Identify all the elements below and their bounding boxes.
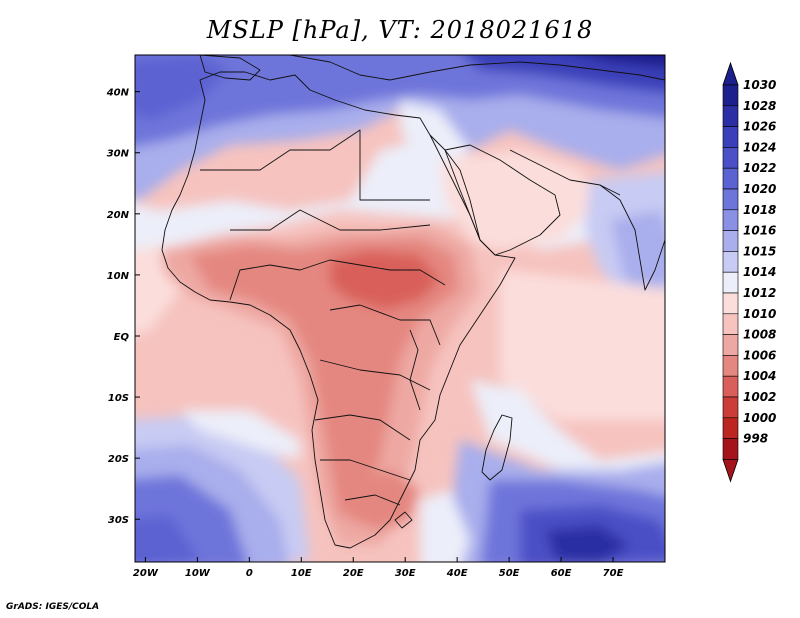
colorbar-swatch <box>722 147 739 169</box>
colorbar-swatch <box>722 188 739 211</box>
colorbar: 1030 1028 1026 1024 1022 1020 1018 1016 1015 1014… <box>722 61 776 483</box>
colorbar-label: 1024 <box>743 140 776 154</box>
chart-title: MSLP [hPa], VT: 2018021618 <box>206 16 594 44</box>
colorbar-extend-bottom <box>722 458 739 483</box>
colorbar-swatch <box>722 251 739 273</box>
colorbar-label: 1014 <box>743 265 776 279</box>
x-tick-label: 30E <box>395 568 416 579</box>
colorbar-label: 1015 <box>743 244 776 258</box>
plot-frame <box>134 54 666 563</box>
colorbar-swatch <box>722 313 739 335</box>
colorbar-swatch <box>722 438 739 460</box>
colorbar-swatch <box>722 417 739 439</box>
x-tick-label: 20E <box>343 568 364 579</box>
x-tick-label: 10W <box>185 568 211 579</box>
colorbar-label: 1018 <box>743 203 776 217</box>
colorbar-label: 1006 <box>743 348 776 362</box>
y-tick-label: 20N <box>107 210 130 221</box>
x-axis-ticks: 20W 10W 0 10E 20E 30E 40E 50E 60E 70E <box>133 557 624 579</box>
colorbar-label: 1012 <box>743 286 776 300</box>
colorbar-swatch <box>722 292 739 315</box>
colorbar-swatch <box>722 396 739 419</box>
colorbar-swatch <box>722 84 739 107</box>
colorbar-label: 998 <box>743 432 768 446</box>
grads-credit: GrADS: IGES/COLA <box>6 602 100 612</box>
colorbar-label: 1002 <box>743 390 776 404</box>
colorbar-swatch <box>722 355 739 377</box>
x-tick-label: 50E <box>499 568 520 579</box>
y-tick-label: 20S <box>108 454 129 465</box>
y-axis-ticks: 40N 30N 20N 10N EQ 10S 20S 30S <box>106 88 140 526</box>
colorbar-label: 1026 <box>743 120 776 134</box>
colorbar-swatch <box>722 334 739 356</box>
x-tick-label: 60E <box>551 568 572 579</box>
x-tick-label: 20W <box>133 568 159 579</box>
colorbar-swatch <box>722 126 739 148</box>
x-tick-label: 40E <box>446 568 468 579</box>
colorbar-label: 1028 <box>743 99 776 113</box>
colorbar-label: 1010 <box>743 307 776 321</box>
pressure-field <box>135 55 665 562</box>
colorbar-swatch <box>722 167 739 190</box>
y-tick-label: 30N <box>107 149 130 160</box>
colorbar-swatch <box>722 105 739 127</box>
colorbar-swatch <box>722 375 739 398</box>
colorbar-label: 1000 <box>743 411 776 425</box>
colorbar-swatch <box>722 271 739 294</box>
x-tick-label: 10E <box>291 568 312 579</box>
y-tick-label: 10S <box>108 393 129 404</box>
colorbar-label: 1022 <box>743 161 776 175</box>
colorbar-label: 1008 <box>743 328 776 342</box>
y-tick-label: 30S <box>108 515 129 526</box>
colorbar-swatch <box>722 230 739 252</box>
colorbar-extend-top <box>722 61 739 86</box>
colorbar-label: 1030 <box>743 78 776 92</box>
colorbar-swatch <box>722 209 739 231</box>
colorbar-label: 1004 <box>743 369 776 383</box>
y-tick-label: EQ <box>114 332 130 343</box>
y-tick-label: 40N <box>106 88 130 99</box>
x-tick-label: 70E <box>603 568 624 579</box>
colorbar-label: 1020 <box>743 182 776 196</box>
coastlines <box>161 55 665 549</box>
x-tick-label: 0 <box>246 568 253 579</box>
colorbar-label: 1016 <box>743 224 776 238</box>
y-tick-label: 10N <box>107 271 130 282</box>
